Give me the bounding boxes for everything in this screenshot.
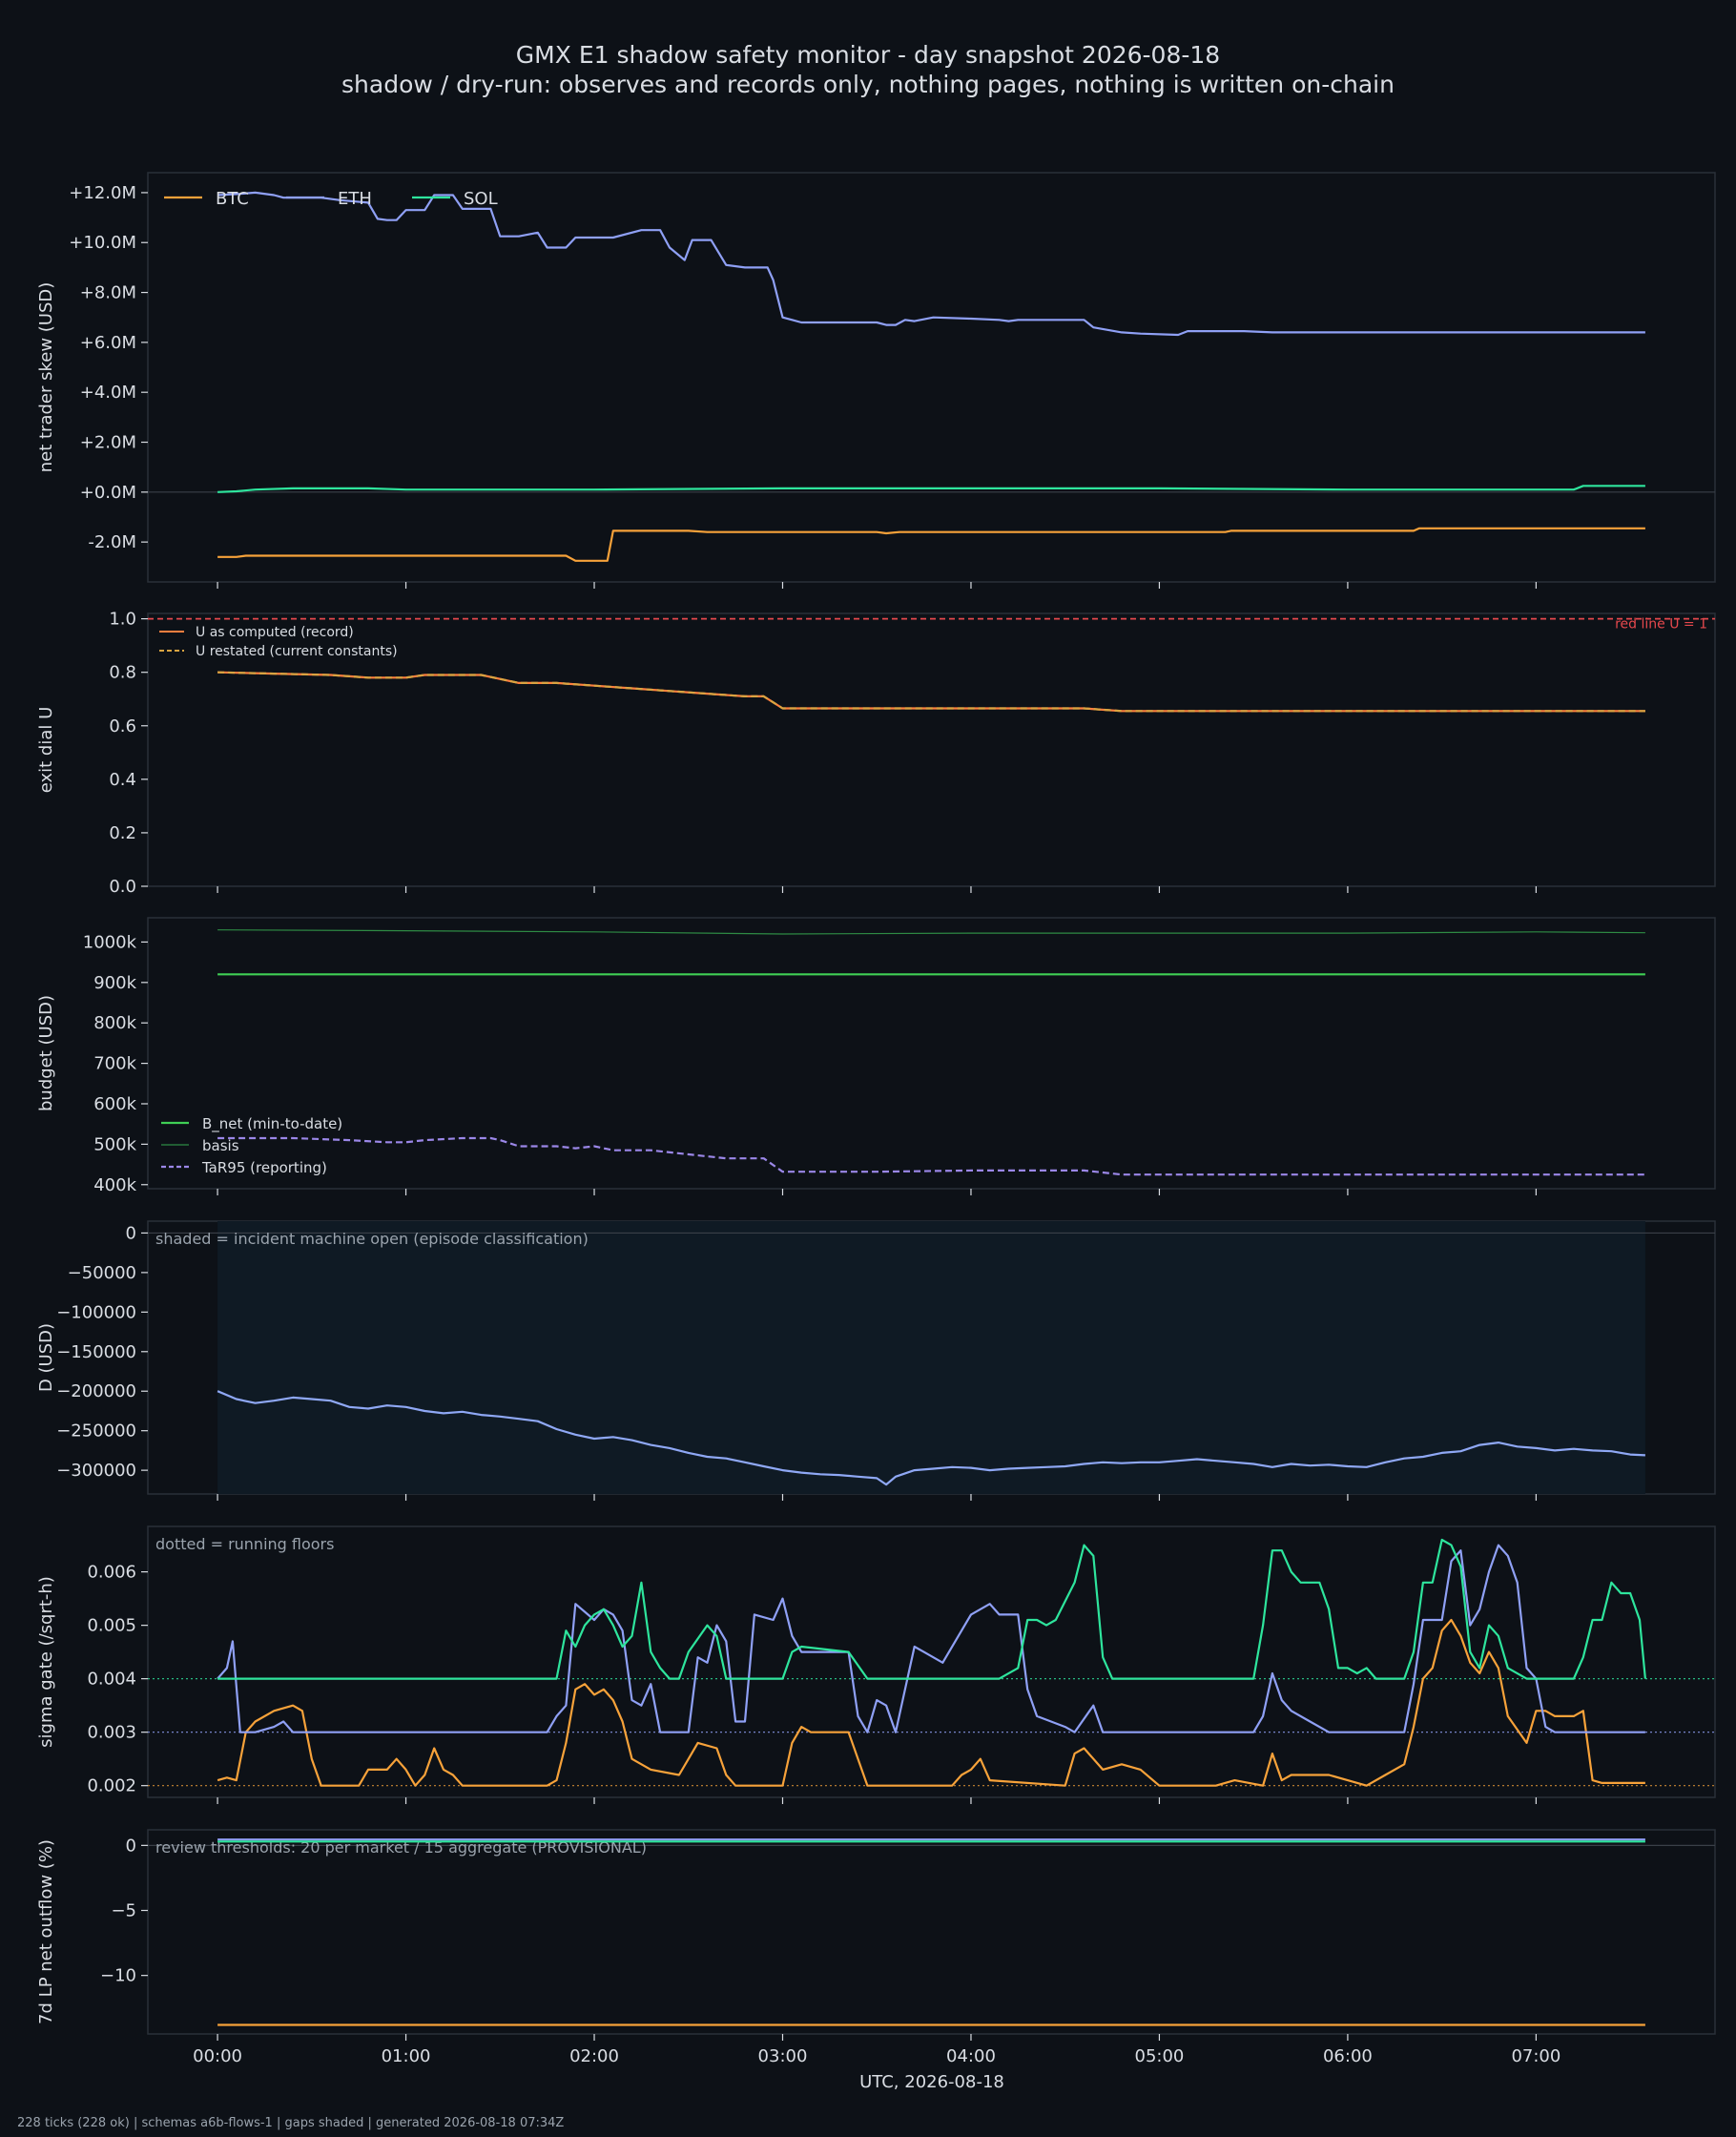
panel-4: 0 −50000 −100000 −150000 −200000 −250000 −3000… — [36, 1220, 1716, 1501]
panel-1: -2.0M +0.0M +2.0M +4.0M +6.0M +8.0M +10.0M +12.… — [36, 172, 1716, 589]
legend-label: TaR95 (reporting) — [201, 1159, 327, 1176]
y-tick-label: −5 — [111, 1901, 136, 1921]
redline-annotation: red line U = 1 — [1615, 617, 1707, 633]
y-tick-label: 1000k — [83, 932, 137, 952]
legend-label: BTC — [216, 189, 249, 209]
series-line-eth — [217, 191, 1645, 337]
y-tick-label: +2.0M — [80, 433, 136, 453]
y-axis-label: D (USD) — [36, 1323, 56, 1392]
y-axis-label: budget (USD) — [36, 995, 56, 1111]
y-axis-label: 7d LP net outflow (%) — [36, 1839, 56, 2024]
panels-group: -2.0M +0.0M +2.0M +4.0M +6.0M +8.0M +10.0M +12.… — [36, 172, 1716, 2066]
panel-6: 0 −5 −10 00:00 01:00 02:00 03:00 04:00 05:00 06:0… — [36, 1829, 1716, 2066]
y-tick-label: 0.004 — [87, 1670, 136, 1690]
panel-note: dotted = running floors — [155, 1535, 334, 1553]
panel-frame — [147, 1829, 1716, 2035]
y-tick-label: -2.0M — [88, 532, 136, 552]
y-tick-label: 0.6 — [109, 716, 136, 737]
y-tick-label: 400k — [93, 1175, 136, 1195]
series-line-d — [217, 1390, 1645, 1486]
y-axis-label: sigma gate (/sqrt-h) — [36, 1576, 56, 1748]
y-tick-label: 0.2 — [109, 823, 136, 843]
series-line-btc — [217, 527, 1645, 562]
panel-note: review thresholds: 20 per market / 15 ag… — [155, 1838, 647, 1857]
panel-frame — [147, 1525, 1716, 1798]
legend-label: U as computed (record) — [196, 625, 354, 640]
x-tick-label: 02:00 — [569, 2046, 619, 2066]
y-tick-label: +6.0M — [80, 333, 136, 353]
legend-label: ETH — [338, 189, 372, 209]
x-tick-label: 03:00 — [758, 2046, 808, 2066]
y-tick-label: −300000 — [56, 1461, 136, 1481]
panel-note: shaded = incident machine open (episode … — [155, 1230, 589, 1248]
panel-frame — [147, 172, 1716, 583]
y-tick-label: −200000 — [56, 1381, 136, 1401]
y-tick-label: +4.0M — [80, 383, 136, 403]
panel-5: 0.002 0.003 0.004 0.005 0.006 sigma gate (/sq… — [36, 1525, 1716, 1804]
series-line-sol — [217, 1538, 1646, 1680]
y-tick-label: 700k — [93, 1054, 136, 1074]
series-line-eth — [217, 1544, 1645, 1733]
x-tick-label: 00:00 — [193, 2046, 242, 2066]
x-tick-label: 07:00 — [1511, 2046, 1560, 2066]
panel-frame — [147, 917, 1716, 1190]
y-tick-label: 0.003 — [87, 1723, 136, 1743]
y-tick-label: 0.8 — [109, 663, 136, 683]
series-line-btc — [217, 1618, 1645, 1787]
y-tick-label: +8.0M — [80, 283, 136, 303]
y-axis-label: net trader skew (USD) — [36, 282, 56, 473]
panel-3: 400k 500k 600k 700k 800k 900k 1000k budget (USD… — [36, 917, 1716, 1195]
y-tick-label: 0.0 — [109, 877, 136, 897]
legend-label: SOL — [464, 189, 498, 209]
incident-shade — [217, 1221, 1645, 1494]
figure-footer: 228 ticks (228 ok) | schemas a6b-flows-1… — [17, 2116, 564, 2130]
series-line-u-restated-current-constants- — [217, 671, 1645, 713]
y-tick-label: −100000 — [56, 1302, 136, 1322]
y-tick-label: +10.0M — [69, 233, 136, 253]
y-tick-label: 800k — [93, 1013, 136, 1033]
y-tick-label: −10 — [100, 1966, 136, 1986]
legend-label: B_net (min-to-date) — [202, 1115, 342, 1133]
figure-subtitle: shadow / dry-run: observes and records o… — [341, 71, 1395, 98]
y-tick-label: 1.0 — [109, 610, 136, 630]
y-tick-label: −50000 — [68, 1263, 136, 1283]
figure-title: GMX E1 shadow safety monitor - day snaps… — [516, 41, 1220, 69]
x-tick-label: 05:00 — [1135, 2046, 1185, 2066]
series-line-sol — [217, 485, 1645, 493]
x-tick-label: 06:00 — [1323, 2046, 1373, 2066]
y-tick-label: 600k — [93, 1094, 136, 1114]
y-tick-label: 0 — [126, 1836, 136, 1856]
series-line-tar95-reporting- — [217, 1136, 1645, 1176]
x-axis-label: UTC, 2026-08-18 — [859, 2072, 1004, 2092]
panel-frame — [147, 612, 1716, 887]
legend-label: basis — [202, 1137, 239, 1154]
y-tick-label: 900k — [93, 973, 136, 993]
y-axis-label: exit dial U — [36, 707, 56, 794]
x-tick-label: 01:00 — [382, 2046, 431, 2066]
y-tick-label: +0.0M — [80, 483, 136, 503]
x-tick-label: 04:00 — [946, 2046, 996, 2066]
y-tick-label: −250000 — [56, 1421, 136, 1442]
y-tick-label: −150000 — [56, 1342, 136, 1362]
legend-label: U restated (current constants) — [196, 644, 398, 659]
y-tick-label: 0.002 — [87, 1776, 136, 1796]
y-tick-label: 0.006 — [87, 1563, 136, 1583]
series-line-basis — [217, 929, 1645, 935]
y-tick-label: 0.005 — [87, 1616, 136, 1636]
y-tick-label: +12.0M — [69, 183, 136, 203]
y-tick-label: 0 — [126, 1223, 136, 1243]
panel-2: 0.0 0.2 0.4 0.6 0.8 1.0 exit dial U red line U … — [36, 610, 1716, 897]
y-tick-label: 0.4 — [109, 770, 136, 790]
y-tick-label: 500k — [93, 1134, 136, 1154]
